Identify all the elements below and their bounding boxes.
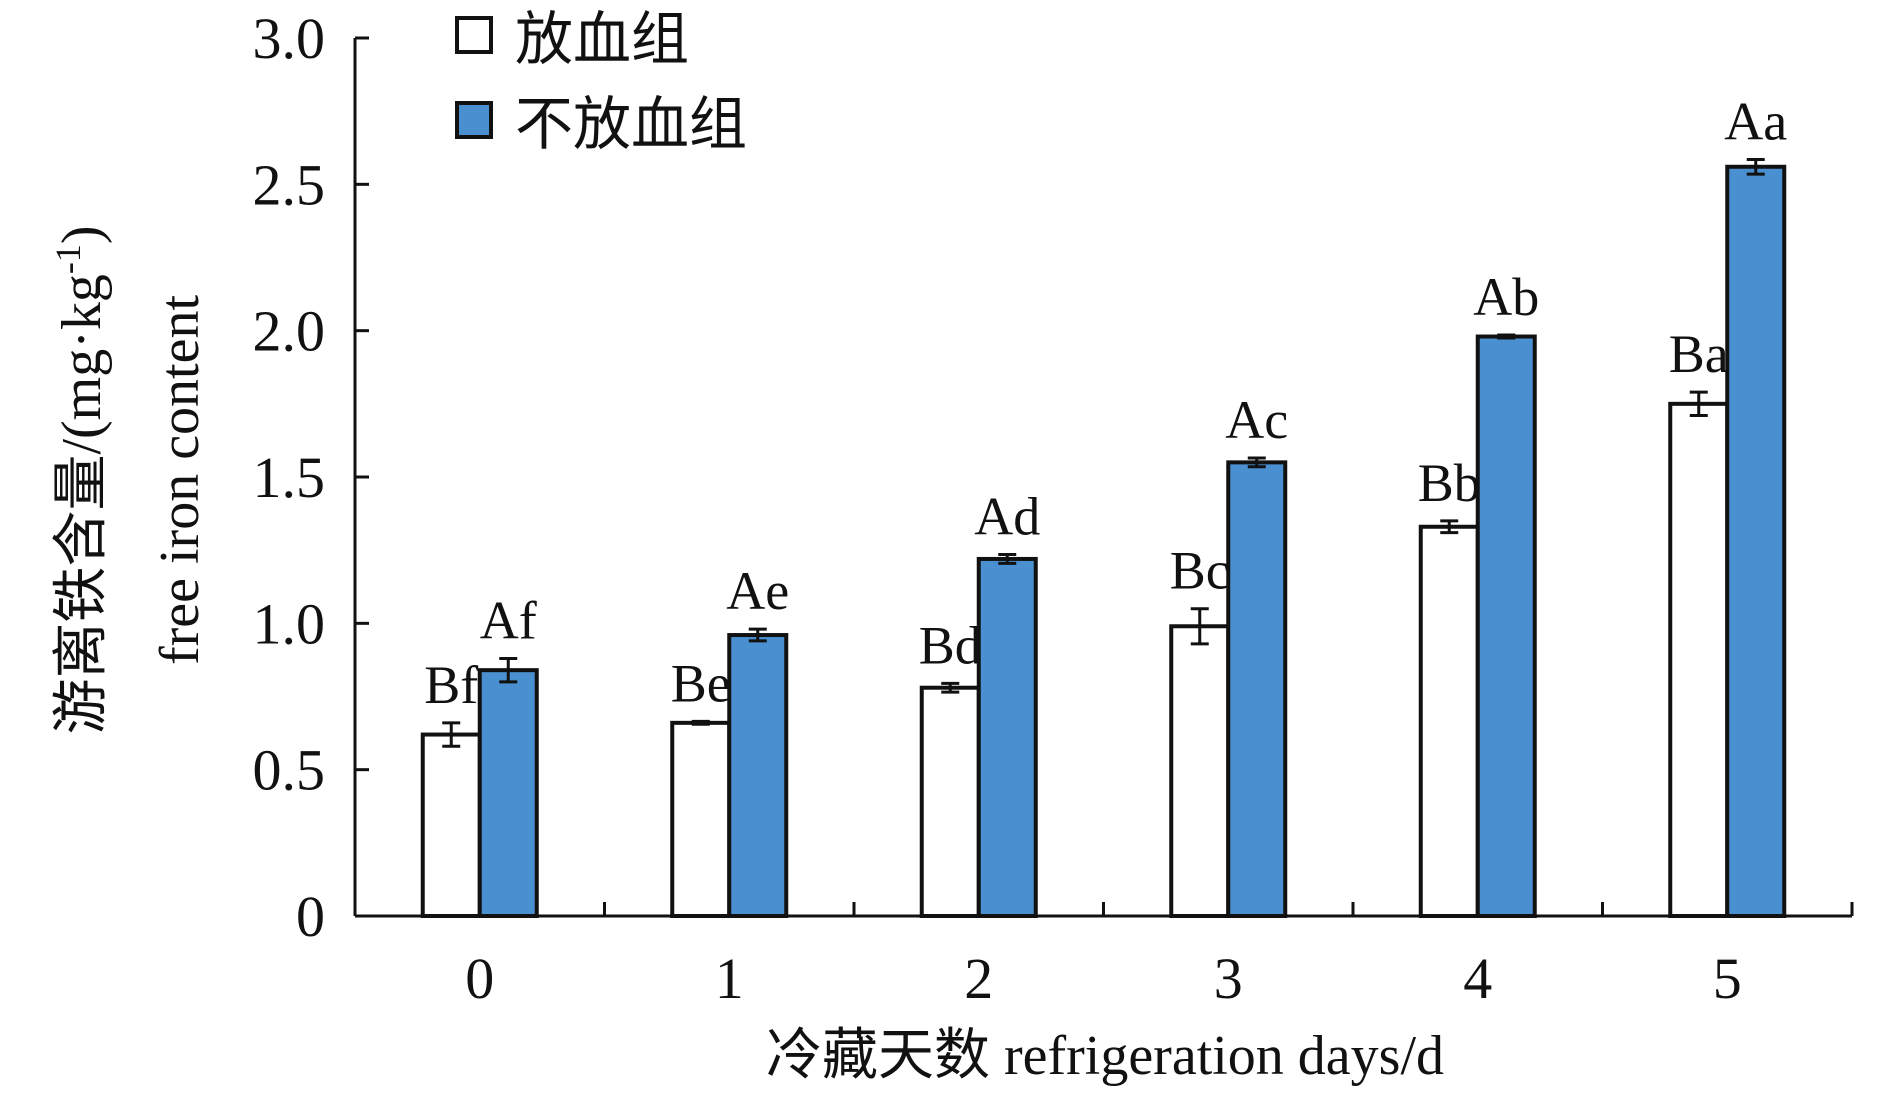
bar-unbled [1475, 334, 1537, 918]
x-tick-label: 3 [1214, 946, 1243, 1011]
legend-label-unbled: 不放血组 [515, 92, 747, 157]
significance-label: Aa [1724, 91, 1787, 151]
significance-label: Ba [1669, 324, 1729, 384]
y-tick-label: 0 [296, 884, 325, 949]
bar-bled [1169, 624, 1231, 918]
bar-unbled [477, 668, 539, 918]
bar-bled [919, 685, 981, 918]
x-tick-label: 2 [964, 946, 993, 1011]
significance-label: Ab [1473, 267, 1539, 327]
bar-bled [1418, 524, 1480, 919]
significance-label: Be [671, 653, 731, 713]
y-tick-label: 2.5 [253, 152, 326, 217]
bar-unbled [727, 633, 789, 918]
y-axis-title-superscript: -1 [48, 244, 88, 274]
bar-bled [1668, 401, 1730, 919]
y-tick-label: 2.0 [253, 299, 326, 364]
significance-label: Bd [919, 615, 982, 675]
y-axis-title-line1: 游离铁含量/(mg·kg-1) [48, 225, 113, 734]
bar-unbled [1725, 164, 1787, 919]
significance-label: Ae [726, 561, 789, 621]
y-tick-label: 1.5 [253, 445, 326, 510]
x-tick-label: 1 [715, 946, 744, 1011]
y-tick-label: 1.0 [253, 591, 326, 656]
legend-label-bled: 放血组 [515, 7, 689, 72]
x-tick-label: 5 [1713, 946, 1742, 1011]
bar-bled [420, 732, 482, 919]
significance-label: Ac [1225, 390, 1288, 450]
x-tick-label: 4 [1463, 946, 1492, 1011]
x-axis-title: 冷藏天数 refrigeration days/d [766, 1025, 1444, 1087]
bar-unbled [1226, 460, 1288, 918]
y-axis-title-line2: free iron content [149, 295, 211, 665]
legend-swatch-unbled [455, 101, 493, 139]
legend: 放血组 不放血组 [455, 7, 747, 157]
significance-label: Bc [1170, 541, 1230, 601]
y-tick-label: 0.5 [253, 738, 326, 803]
bar-unbled [976, 556, 1038, 918]
significance-label: Bf [424, 655, 478, 715]
x-tick-label: 0 [465, 946, 494, 1011]
legend-swatch-bled [455, 16, 493, 54]
significance-label: Bb [1418, 453, 1481, 513]
y-tick-label: 3.0 [253, 6, 326, 71]
significance-label: Ad [974, 487, 1040, 547]
bar-bled [670, 720, 732, 919]
y-axis-title: 游离铁含量/(mg·kg-1) free iron content [48, 225, 211, 734]
significance-label: Af [480, 590, 537, 650]
